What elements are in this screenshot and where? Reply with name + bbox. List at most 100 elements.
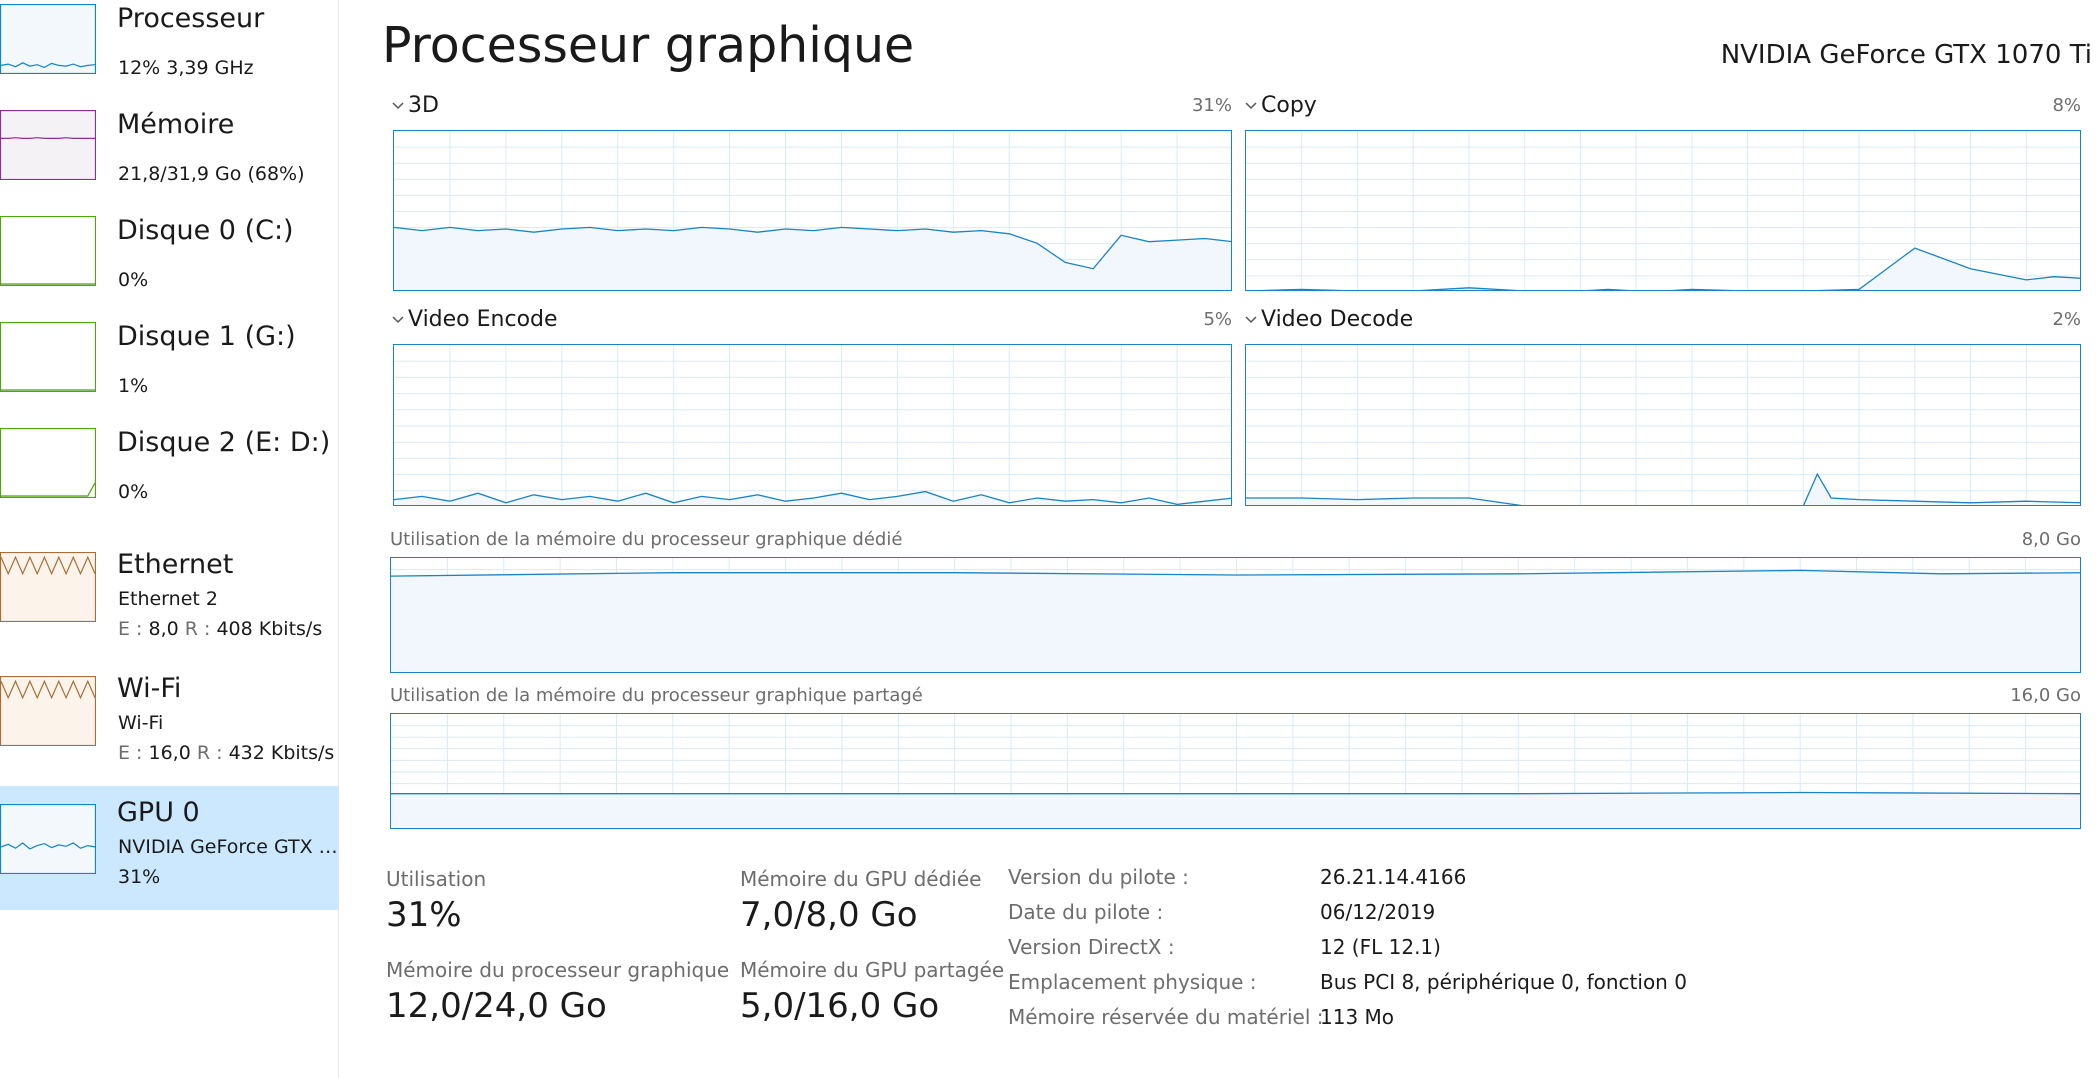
wifi-sparkline — [0, 676, 96, 746]
performance-sidebar: Processeur 12% 3,39 GHz Mémoire 21,8/31,… — [0, 0, 340, 1078]
memory-thumbnail-graph — [0, 110, 96, 180]
disk-0-thumbnail-graph — [0, 216, 96, 286]
send-value: 8,0 — [148, 618, 179, 640]
chart-copy — [1245, 130, 2081, 291]
engine-percent-3d: 31% — [1191, 95, 1232, 116]
chart-video-decode — [1245, 344, 2081, 506]
utilisation-label: Utilisation — [386, 867, 487, 891]
chevron-down-icon[interactable] — [1243, 98, 1259, 114]
dedicated-memory-chart-label: Utilisation de la mémoire du processeur … — [390, 529, 903, 550]
sparkline-frame — [0, 804, 96, 874]
sidebar-item-title: Disque 2 (E: D:) — [117, 427, 331, 458]
sparkline-line — [1, 482, 96, 497]
dedicated-memory-label: Mémoire du GPU dédiée — [740, 867, 982, 891]
chart-video-encode-plot — [394, 345, 1231, 505]
sparkline-frame — [0, 110, 96, 180]
series-area — [391, 570, 2080, 672]
sparkline-line — [0, 555, 96, 576]
series-area — [394, 227, 1231, 290]
chart-gridlines — [1246, 131, 2080, 290]
sidebar-item-title: GPU 0 — [117, 797, 200, 828]
disk-1-sparkline — [0, 322, 96, 392]
sidebar-item-ethernet[interactable]: Ethernet Ethernet 2 E : 8,0 R : 408 Kbit… — [0, 530, 338, 654]
sidebar-item-gpu-0[interactable]: GPU 0 NVIDIA GeForce GTX 1070 Ti 31% — [0, 786, 340, 910]
chart-dedicated-memory-plot — [391, 558, 2080, 672]
chevron-down-icon[interactable] — [390, 98, 406, 114]
chevron-down-icon[interactable] — [390, 312, 406, 328]
sidebar-item-title: Mémoire — [117, 109, 235, 140]
page-title: Processeur graphique — [382, 17, 915, 74]
engine-selector-video-decode[interactable]: Video Decode — [1261, 307, 1414, 332]
sparkline-line — [0, 842, 96, 850]
sidebar-item-detail: NVIDIA GeForce GTX 1070 Ti — [118, 836, 340, 858]
series-area — [1280, 248, 2080, 290]
chart-3d — [393, 130, 1232, 291]
physical-location-label: Emplacement physique : — [1008, 970, 1257, 994]
series-line — [1246, 472, 2080, 505]
sidebar-item-detail: Ethernet 2 — [118, 588, 218, 610]
chart-gridlines — [1246, 345, 2080, 505]
wifi-thumbnail-graph — [0, 676, 96, 746]
send-label: E : — [118, 618, 143, 640]
receive-label: R : — [184, 618, 211, 640]
chart-3d-plot — [394, 131, 1231, 290]
sidebar-item-title: Disque 0 (C:) — [117, 215, 294, 246]
gpu-memory-label: Mémoire du processeur graphique — [386, 958, 730, 982]
ethernet-throughput: E : 8,0 R : 408 Kbits/s — [118, 616, 322, 642]
driver-version-value: 26.21.14.4166 — [1320, 865, 1467, 889]
shared-memory-label: Mémoire du GPU partagée — [740, 958, 1005, 982]
disk-2-sparkline — [0, 428, 96, 498]
sparkline-frame — [0, 4, 96, 74]
driver-version-label: Version du pilote : — [1008, 865, 1189, 889]
series-line — [391, 791, 2080, 795]
gpu-device-name: NVIDIA GeForce GTX 1070 Ti — [1720, 40, 2092, 70]
utilisation-value: 31% — [386, 895, 462, 935]
sidebar-item-detail: 0% — [118, 481, 149, 503]
series-line — [394, 226, 1231, 270]
chart-copy-plot — [1246, 131, 2080, 290]
cpu-sparkline — [0, 4, 96, 74]
chart-video-decode-plot — [1246, 345, 2080, 505]
memory-sparkline — [0, 110, 96, 180]
sidebar-item-disk-2[interactable]: Disque 2 (E: D:) 0% — [0, 424, 338, 530]
sparkline-line — [0, 679, 96, 700]
sparkline-frame — [0, 676, 96, 746]
sidebar-item-disk-1[interactable]: Disque 1 (G:) 1% — [0, 318, 338, 424]
engine-selector-copy[interactable]: Copy — [1261, 93, 1317, 118]
engine-selector-video-encode[interactable]: Video Encode — [408, 307, 558, 332]
engine-selector-3d[interactable]: 3D — [408, 93, 439, 118]
sidebar-item-detail: 0% — [118, 269, 149, 291]
hardware-reserved-memory-label: Mémoire réservée du matériel : — [1008, 1005, 1324, 1029]
sidebar-item-title: Ethernet — [117, 549, 234, 580]
dedicated-memory-chart-max: 8,0 Go — [2021, 529, 2081, 550]
engine-header-copy: Copy 8% — [1243, 92, 2081, 120]
chevron-down-icon[interactable] — [1243, 312, 1259, 328]
sidebar-item-title: Processeur — [117, 3, 265, 34]
sparkline-line — [0, 62, 96, 69]
sidebar-item-cpu[interactable]: Processeur 12% 3,39 GHz — [0, 0, 338, 106]
send-label: E : — [118, 742, 143, 764]
shared-memory-chart-label: Utilisation de la mémoire du processeur … — [390, 685, 923, 706]
gpu-0-thumbnail-graph — [0, 804, 96, 874]
wifi-throughput: E : 16,0 R : 432 Kbits/s — [118, 740, 334, 766]
disk-2-thumbnail-graph — [0, 428, 96, 498]
series-area — [391, 792, 2080, 828]
sidebar-item-disk-0[interactable]: Disque 0 (C:) 0% — [0, 212, 338, 318]
sidebar-item-title: Disque 1 (G:) — [117, 321, 296, 352]
chart-gridlines — [394, 345, 1231, 505]
sidebar-item-detail: 1% — [118, 375, 149, 397]
shared-memory-value: 5,0/16,0 Go — [740, 986, 940, 1026]
ethernet-thumbnail-graph — [0, 552, 96, 622]
sidebar-item-detail: 21,8/31,9 Go (68%) — [118, 163, 305, 185]
engine-header-video-encode: Video Encode 5% — [390, 306, 1232, 334]
receive-label: R : — [196, 742, 223, 764]
sidebar-item-title: Wi-Fi — [117, 673, 182, 704]
gpu-0-sparkline — [0, 804, 96, 874]
sparkline-line — [1, 137, 95, 139]
receive-value: 432 Kbits/s — [228, 742, 335, 764]
series-line — [1258, 247, 2080, 290]
sidebar-item-wifi[interactable]: Wi-Fi Wi-Fi E : 16,0 R : 432 Kbits/s — [0, 654, 338, 786]
sidebar-item-memory[interactable]: Mémoire 21,8/31,9 Go (68%) — [0, 106, 338, 212]
sparkline-frame — [0, 552, 96, 622]
sidebar-item-detail: 12% 3,39 GHz — [118, 57, 254, 79]
